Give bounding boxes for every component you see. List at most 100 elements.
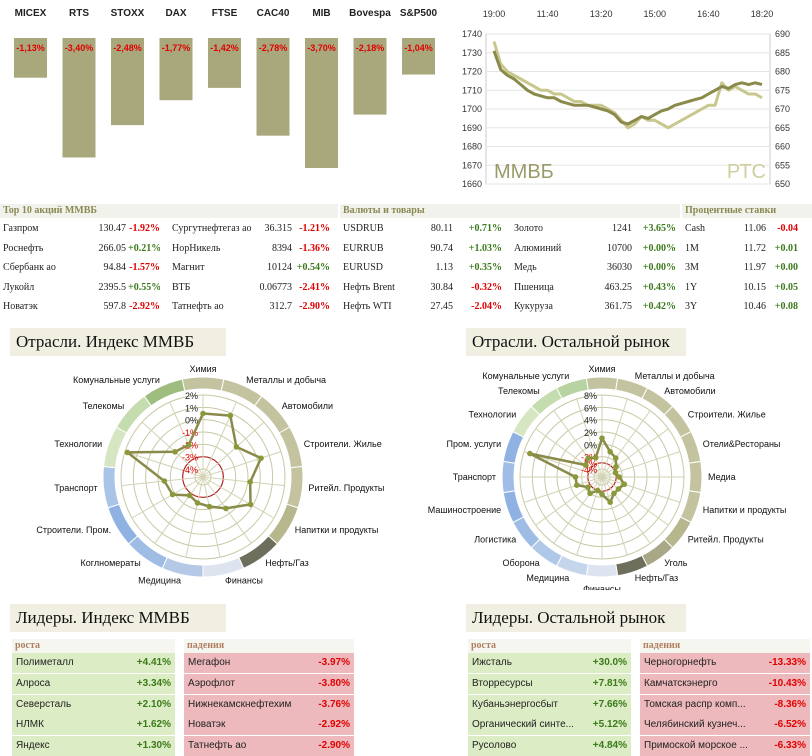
- radar-point: [194, 500, 201, 506]
- radar-tick-label: 6%: [584, 403, 597, 413]
- radar-category-label: Ритейл. Продукты: [308, 483, 384, 493]
- table-row: 3Y 10.46 +0.08: [0, 297, 812, 316]
- leader-up-row: Алроса +3.34%: [12, 673, 175, 694]
- series-line-micex: [492, 50, 763, 126]
- rate-change: +0.01: [774, 242, 798, 254]
- bar-value-label: -1,13%: [16, 43, 45, 53]
- bar-category-label: MICEX: [15, 8, 47, 19]
- table-row: Сбербанк ао 94.84 -1.57% Магнит 10124 +0.54%: [0, 258, 812, 277]
- leader-name: Яндекс: [16, 740, 50, 752]
- leader-change: +7.66%: [592, 698, 627, 710]
- leader-name: Томская распр комп...: [644, 698, 746, 710]
- x-tick-label: 13:20: [590, 9, 613, 19]
- leader-change: +30.0%: [592, 657, 627, 668]
- leader-name: Органический синте...: [472, 719, 575, 731]
- right-tick-label: 670: [775, 104, 790, 114]
- intraday-line-chart: 19:00 11:40 13:20 15:00 16:40 18:20 1660 1670 16…: [452, 0, 812, 200]
- radar-category-label: Медицина: [526, 573, 569, 583]
- rate-term: 1M: [685, 242, 699, 254]
- leader-up-row: Северсталь +2.10%: [12, 694, 175, 715]
- stock-price: 0.06773: [259, 281, 293, 293]
- stock-change: +0.21%: [128, 242, 160, 254]
- radar-spoke: [601, 410, 651, 478]
- asset-price: 30.84: [430, 281, 454, 293]
- radar-ring-segment: [202, 556, 245, 578]
- asset-price: 10700: [607, 242, 632, 254]
- asset-price: 1.13: [435, 262, 454, 274]
- asset-price: 1241: [612, 223, 632, 234]
- radar-spoke: [523, 476, 603, 503]
- bar-category-label: FTSE: [212, 8, 238, 19]
- radar-point: [621, 481, 628, 488]
- table-row: Роснефть 266.05 +0.21% НорНикель 8394 -1.36%: [0, 239, 812, 258]
- radar-point: [612, 455, 619, 461]
- radar-point: [206, 503, 213, 510]
- radar-point: [185, 442, 192, 448]
- bar-dax: [159, 38, 193, 101]
- leader-change: +1.30%: [136, 740, 171, 752]
- bar-sp500: [402, 38, 435, 75]
- radar-point: [573, 482, 580, 488]
- radar-ring-segment: [502, 490, 525, 524]
- radar-ring-segment: [555, 377, 589, 400]
- leader-name: Новатэк: [188, 719, 226, 731]
- leader-change: +4.84%: [592, 740, 627, 752]
- asset-change: +0.42%: [642, 301, 676, 313]
- stock-change: -2.90%: [299, 301, 330, 313]
- radar-tick-label: -4%: [182, 465, 198, 475]
- radar-tick-label: -3%: [182, 453, 198, 463]
- radar-ring-segment: [585, 563, 619, 578]
- rate-value: 10.15: [743, 281, 767, 293]
- left-tick-label: 1660: [462, 179, 482, 189]
- left-tick-label: 1730: [462, 48, 482, 58]
- asset-price: 27.45: [430, 301, 454, 313]
- leader-down-row: Аэрофлот -3.80%: [184, 673, 354, 694]
- radar-category-label: Финансы: [583, 584, 621, 590]
- radar-point: [247, 501, 254, 508]
- radar-ring-segment: [143, 378, 186, 407]
- table-row: Новатэк 597.8 -2.92% Татнефть ао 312.7 -2.90%: [0, 297, 812, 316]
- left-tick-label: 1690: [462, 123, 482, 133]
- asset-price: 90.74: [430, 242, 454, 254]
- radar-point: [172, 449, 178, 455]
- leader-name: Челябинский кузнеч...: [644, 719, 746, 731]
- radar-ring-segment: [501, 460, 516, 494]
- radar-point: [612, 469, 619, 476]
- stock-price: 8394: [272, 242, 292, 254]
- top10-header: Top 10 акций ММВБ: [0, 204, 338, 218]
- radar-ring-segment: [107, 503, 139, 545]
- bar-bovespa: [353, 38, 387, 115]
- bar-category-label: CAC40: [257, 8, 290, 19]
- rate-term: 3M: [685, 262, 699, 274]
- leader-up-row: Русолово +4.84%: [468, 736, 631, 756]
- radar-category-label: Химия: [588, 364, 615, 374]
- leader-change: -8.36%: [774, 698, 806, 710]
- bar-value-label: -3,40%: [65, 43, 94, 53]
- left-tick-label: 1700: [462, 104, 482, 114]
- radar-spoke: [601, 428, 669, 478]
- radar-point: [247, 479, 254, 485]
- radar-point: [599, 435, 605, 441]
- radar-ring-segment: [278, 426, 304, 469]
- asset-change: +3.65%: [642, 223, 676, 234]
- right-tick-label: 685: [775, 48, 790, 58]
- bar-micex: [14, 38, 47, 78]
- radar-spoke: [202, 421, 265, 478]
- radar-category-label: Металлы и добыча: [635, 371, 715, 381]
- leader-name: НЛМК: [16, 719, 44, 731]
- left-tick-label: 1710: [462, 85, 482, 95]
- radar-category-label: Телекомы: [83, 401, 125, 411]
- rate-value: 11.06: [743, 223, 766, 234]
- radar-category-label: Транспорт: [453, 472, 496, 482]
- radar-category-label: Технологии: [54, 439, 102, 449]
- radar-spoke: [601, 476, 669, 526]
- radar-tick-label: 2%: [584, 428, 597, 438]
- leader-change: -6.52%: [774, 719, 806, 731]
- leader-change: -13.33%: [768, 657, 806, 668]
- leaders-up-header: роста: [12, 639, 175, 653]
- asset-price: 36030: [607, 262, 632, 274]
- rate-value: 11.97: [743, 262, 766, 274]
- radar-tick-label: 0%: [185, 416, 198, 426]
- radar-category-label: Коглномераты: [81, 558, 141, 568]
- stock-name: НорНикель: [172, 242, 221, 254]
